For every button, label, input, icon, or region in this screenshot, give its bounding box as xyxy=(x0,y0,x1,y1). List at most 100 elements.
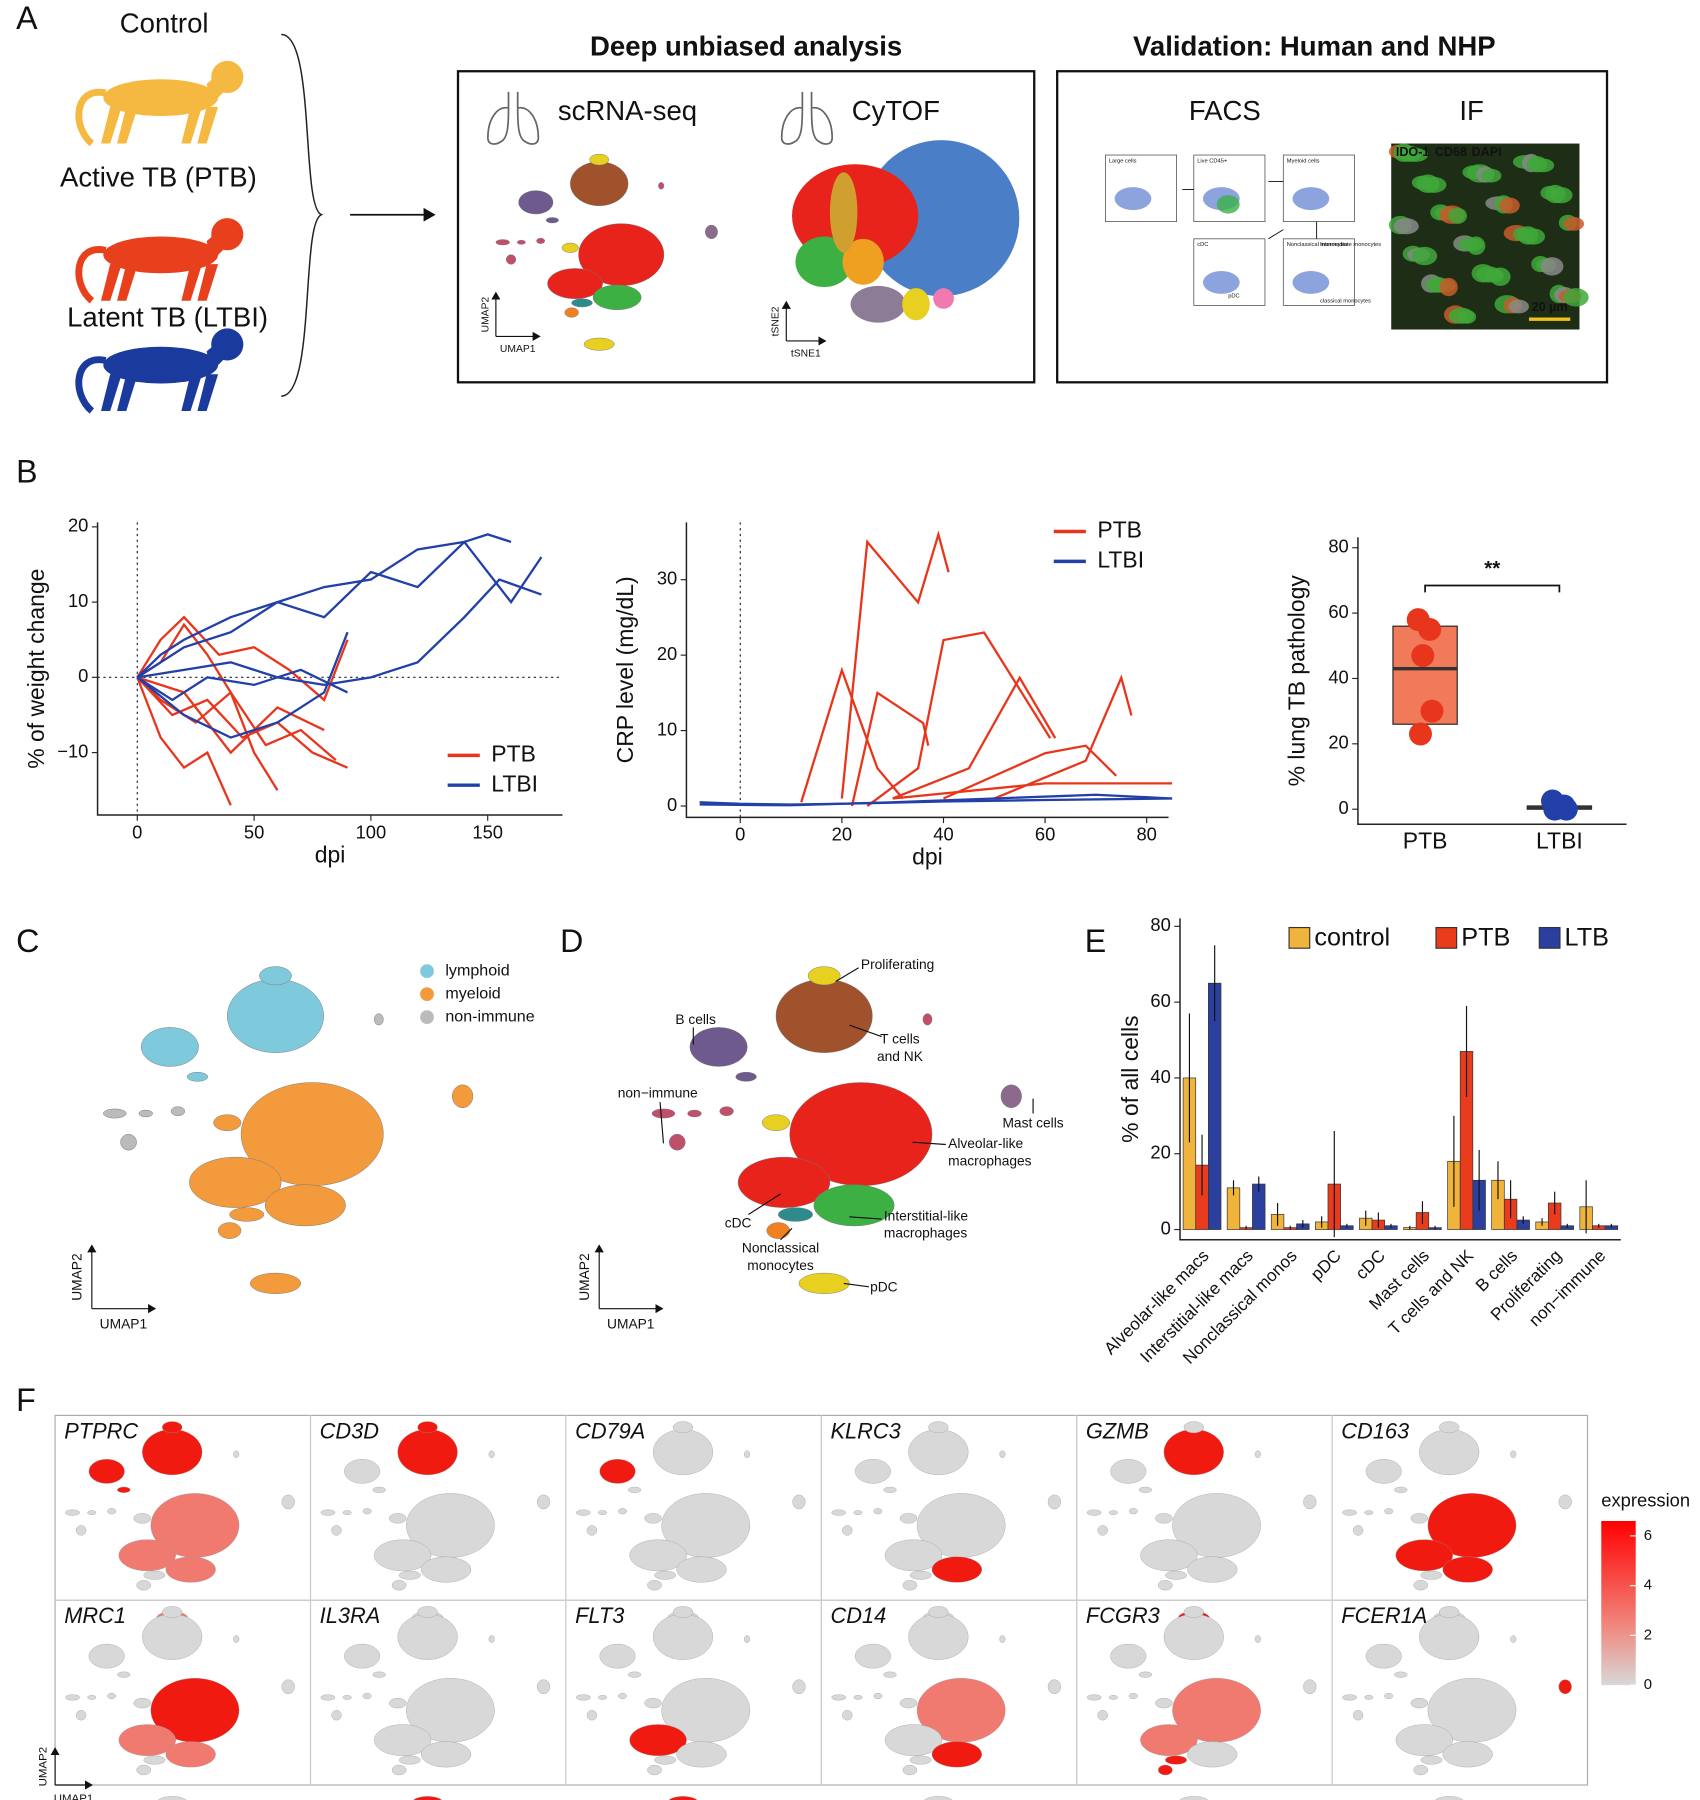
monkey-leg xyxy=(197,374,219,412)
cluster-label: Proliferating xyxy=(861,957,934,972)
umap-cluster xyxy=(452,1084,474,1108)
umap-cluster xyxy=(651,1108,676,1119)
umap-cluster xyxy=(647,1580,662,1591)
umap-cluster xyxy=(928,1421,949,1434)
leader-line xyxy=(835,967,859,982)
umap-cluster xyxy=(331,1525,342,1536)
axis-line xyxy=(685,522,1169,819)
if-cell xyxy=(1531,158,1555,173)
leader-line xyxy=(659,1101,665,1144)
umap-cluster xyxy=(87,1695,97,1700)
umap-cluster xyxy=(1155,1513,1173,1524)
umap-cluster xyxy=(495,239,510,246)
colorbar-tick-label: 0 xyxy=(1644,1676,1652,1693)
umap-cluster xyxy=(162,1606,183,1618)
data-line xyxy=(136,676,325,755)
umap-cluster xyxy=(668,1133,686,1151)
legend-label: lymphoid xyxy=(445,961,509,979)
monkey-leg xyxy=(181,264,203,301)
cluster-label: cDC xyxy=(725,1215,752,1230)
data-line xyxy=(136,668,349,702)
umap-cluster xyxy=(413,1796,442,1800)
umap-cluster xyxy=(1558,1494,1572,1510)
umap-cluster xyxy=(654,1570,677,1580)
legend-label: LTB xyxy=(1565,924,1609,952)
if-cell xyxy=(1549,187,1573,204)
data-line xyxy=(943,744,1118,800)
umap-cluster xyxy=(133,1697,152,1709)
umap-cluster xyxy=(107,1692,117,1700)
label: cDC xyxy=(1197,242,1208,248)
umap-cluster xyxy=(118,1724,176,1756)
legend-label: LTBI xyxy=(491,770,538,796)
legend-label: PTB xyxy=(1097,517,1142,543)
monkey-leg xyxy=(101,264,122,301)
umap-cluster xyxy=(1179,1796,1209,1800)
y-tick-label: 0 xyxy=(1339,797,1349,818)
umap-cluster xyxy=(644,1697,662,1709)
umap-cluster xyxy=(618,1692,627,1700)
umap-cluster xyxy=(138,1109,153,1118)
umap-cluster xyxy=(807,966,841,986)
legend-label: myeloid xyxy=(445,984,500,1002)
umap-cluster xyxy=(1163,1613,1224,1660)
umap-cluster xyxy=(537,1494,551,1510)
label: Myeloid cells xyxy=(1287,158,1320,164)
data-line xyxy=(136,676,232,806)
label: Large cells xyxy=(1109,158,1137,164)
umap-cluster xyxy=(344,1643,381,1669)
umap-cluster xyxy=(103,1108,127,1119)
legend-label: control xyxy=(1314,924,1390,952)
umap-cluster xyxy=(842,1525,853,1536)
tsne-cluster xyxy=(842,238,884,285)
panel-letter: D xyxy=(560,923,583,959)
gene-label: FCER1A xyxy=(1341,1603,1427,1628)
data-line xyxy=(136,540,543,679)
if-cell xyxy=(1393,218,1419,235)
umap-cluster xyxy=(1419,1613,1480,1660)
umap-cluster xyxy=(1163,1429,1224,1476)
umap-cluster xyxy=(374,1724,432,1756)
umap-cluster xyxy=(75,1710,87,1721)
umap-cluster xyxy=(1420,1570,1443,1580)
umap-cluster xyxy=(564,307,579,318)
label: IF xyxy=(1459,95,1483,126)
umap-cluster xyxy=(398,1570,421,1580)
umap-cluster xyxy=(536,237,546,244)
x-tick-label: 40 xyxy=(933,824,953,845)
label: UMAP2 xyxy=(577,1253,592,1300)
umap-cluster xyxy=(65,1694,80,1701)
umap-cluster xyxy=(133,1513,152,1524)
y-tick-label: 20 xyxy=(1328,732,1348,753)
label: 20 µm xyxy=(1532,300,1568,314)
gene-label: CD163 xyxy=(1341,1418,1409,1443)
x-tick-label: pDC xyxy=(1306,1245,1344,1283)
umap-cluster xyxy=(883,1486,897,1493)
umap-cluster xyxy=(342,1510,352,1515)
x-tick-label: 50 xyxy=(244,821,264,842)
umap-cluster xyxy=(735,1071,757,1082)
monkey-leg xyxy=(117,106,138,144)
if-cell xyxy=(1466,236,1486,255)
label: Live CD45+ xyxy=(1197,158,1228,164)
label: scRNA-seq xyxy=(558,95,697,126)
leader-line xyxy=(849,1216,882,1220)
umap-cluster xyxy=(281,1494,295,1510)
label: DAPI xyxy=(1472,145,1502,159)
umap-cluster xyxy=(362,1692,372,1700)
umap-cluster xyxy=(1110,1459,1147,1484)
if-cell xyxy=(1508,299,1529,314)
umap-cluster xyxy=(362,1508,372,1515)
umap-cluster xyxy=(547,268,603,299)
umap-cluster xyxy=(488,1635,495,1643)
cluster-label: pDC xyxy=(870,1280,898,1295)
umap-cluster xyxy=(264,1184,346,1227)
umap-cluster xyxy=(1410,1513,1429,1524)
monkey-body xyxy=(103,236,219,274)
umap-cluster xyxy=(391,1764,407,1776)
data-line xyxy=(892,782,1173,800)
label: Control xyxy=(120,8,209,39)
umap-cluster xyxy=(775,978,873,1053)
facs-density xyxy=(1292,270,1330,294)
umap-cluster xyxy=(1394,1671,1408,1678)
